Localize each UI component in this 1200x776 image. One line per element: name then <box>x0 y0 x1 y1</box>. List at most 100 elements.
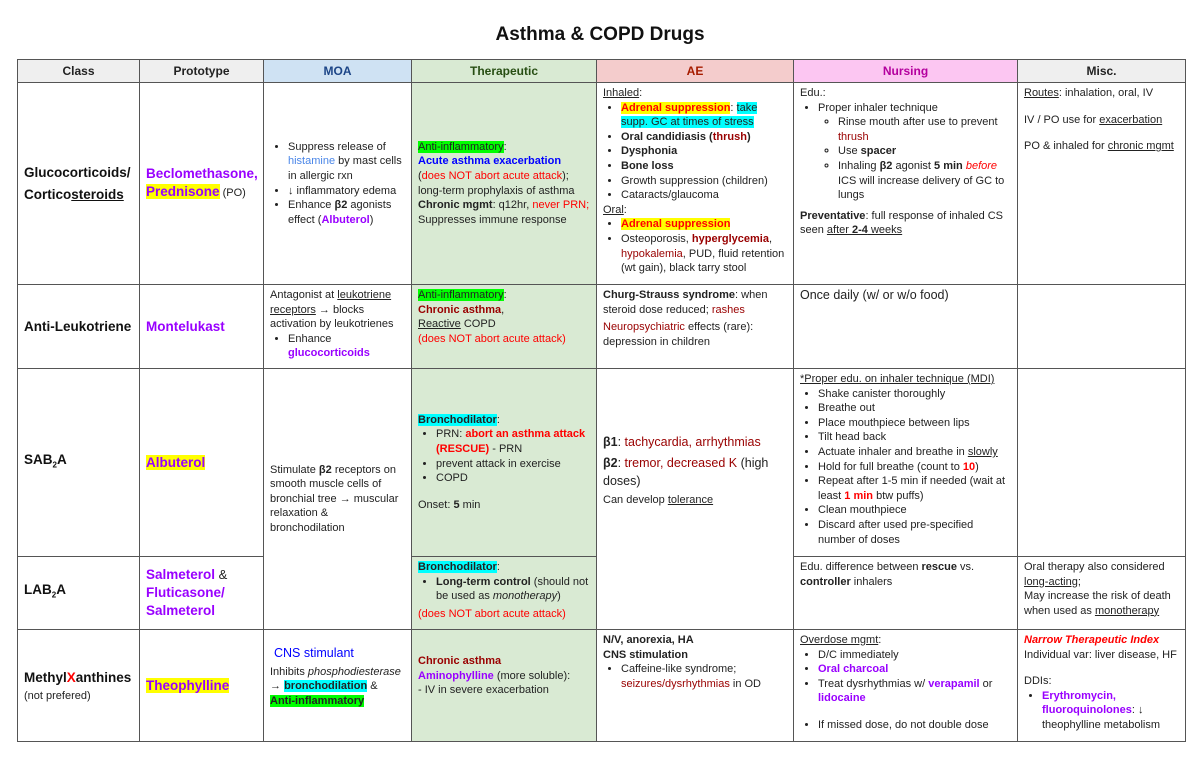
drug-table: Class Prototype MOA Therapeutic AE Nursi… <box>17 59 1186 742</box>
header-nursing: Nursing <box>793 59 1018 83</box>
prototype-cell: Theophylline <box>139 629 264 742</box>
class-name: Glucocorticoids/ <box>24 164 131 180</box>
class-name-underlined: steroids <box>71 186 124 202</box>
header-therapeutic: Therapeutic <box>411 59 597 83</box>
table-row-glucocorticoids: Glucocorticoids/ Corticosteroids Beclome… <box>17 82 1186 285</box>
list-item: Cataracts/glaucoma <box>621 188 787 203</box>
list-item: Tilt head back <box>818 430 1011 445</box>
class-cell: SAB2A <box>17 368 140 557</box>
list-item: Osteoporosis, hyperglycemia, hypokalemia… <box>621 232 787 276</box>
list-item: Oral charcoal <box>818 662 1011 677</box>
header-prototype: Prototype <box>139 59 264 83</box>
nursing-cell: Once daily (w/ or w/o food) <box>793 284 1018 369</box>
table-row-methylxanthines: MethylXanthines (not prefered) Theophyll… <box>17 629 1186 742</box>
class-name: Methyl <box>24 670 67 686</box>
badge-anti-inflammatory: Anti-inflammatory <box>418 289 504 301</box>
list-item: Discard after used pre-specified number … <box>818 518 1011 547</box>
list-item: COPD <box>436 471 590 486</box>
header-misc: Misc. <box>1017 59 1186 83</box>
therapeutic-cell: Bronchodilator: PRN: abort an asthma att… <box>411 368 597 557</box>
table-row-anti-leukotriene: Anti-Leukotriene Montelukast Antagonist … <box>17 284 1186 369</box>
route-note: (PO) <box>219 187 246 199</box>
ae-cell: β1: tachycardia, arrhythmias β2: tremor,… <box>596 368 794 630</box>
drug-theophylline: Theophylline <box>146 677 230 693</box>
list-item: Enhance β2 agonists effect (Albuterol) <box>288 198 405 227</box>
section-label: Inhaled <box>603 87 640 99</box>
list-item: Bone loss <box>621 159 787 174</box>
prototype-cell: Montelukast <box>139 284 264 369</box>
list-item: Growth suppression (children) <box>621 174 787 189</box>
list-item: Actuate inhaler and breathe in slowly <box>818 445 1011 460</box>
list-item: Enhance glucocorticoids <box>288 332 405 361</box>
prototype-cell: Beclomethasone, Prednisone (PO) <box>139 82 264 285</box>
drug-albuterol: Albuterol <box>146 454 206 470</box>
class-name: Anti-Leukotriene <box>24 318 132 334</box>
list-item: Long-term control (should not be used as… <box>436 575 590 604</box>
section-label: Oral <box>603 203 624 216</box>
misc-cell <box>1017 368 1186 557</box>
ae-cell: N/V, anorexia, HA CNS stimulation Caffei… <box>596 629 794 742</box>
warning-text: Narrow Therapeutic Index <box>1024 634 1160 646</box>
class-cell: LAB2A <box>17 556 140 630</box>
list-item: Place mouthpiece between lips <box>818 416 1011 431</box>
list-item: Repeat after 1-5 min if needed (wait at … <box>818 474 1011 503</box>
list-item: ↓ inflammatory edema <box>288 184 405 199</box>
section-label: DDIs: <box>1024 675 1052 688</box>
list-item: Suppress release of histamine by mast ce… <box>288 140 405 184</box>
nursing-cell: *Proper edu. on inhaler technique (MDI) … <box>793 368 1018 557</box>
nursing-cell: Edu.: Proper inhaler technique Rinse mou… <box>793 82 1018 285</box>
list-item: Erythromycin, fluoroquinolones: ↓ theoph… <box>1042 689 1179 733</box>
therapeutic-cell: Anti-inflammatory: Acute asthma exacerba… <box>411 82 597 285</box>
section-label: Edu.: <box>800 87 826 99</box>
list-item: Caffeine-like syndrome; seizures/dysrhyt… <box>621 662 787 691</box>
warning-text: (does NOT abort acute attack) <box>418 332 566 345</box>
moa-cell: CNS stimulant Inhibits phosphodiesterase… <box>263 629 412 742</box>
drug-montelukast: Montelukast <box>146 318 225 334</box>
list-item: Proper inhaler technique Rinse mouth aft… <box>818 101 1011 203</box>
drug-beclomethasone: Beclomethasone, <box>146 166 258 181</box>
warning-text: (does NOT abort acute attack) <box>418 607 566 620</box>
list-item: If missed dose, do not double dose <box>818 718 1011 733</box>
prototype-cell: Salmeterol & Fluticasone/ Salmeterol <box>139 556 264 630</box>
class-name-part: Cortico <box>24 186 72 202</box>
list-item: Oral candidiasis (thrush) <box>621 130 787 145</box>
table-row-laba: LAB2A Salmeterol & Fluticasone/ Salmeter… <box>17 556 1186 630</box>
badge-bronchodilator: Bronchodilator <box>418 561 497 573</box>
ae-cell: Inhaled: Adrenal suppression: take supp.… <box>596 82 794 285</box>
list-item: Shake canister thoroughly <box>818 387 1011 402</box>
text: Once daily (w/ or w/o food) <box>800 288 949 302</box>
drug-prednisone: Prednisone <box>146 184 220 199</box>
header-moa: MOA <box>263 59 412 83</box>
badge-anti-inflammatory: Anti-inflammatory <box>418 140 504 153</box>
therapeutic-cell: Chronic asthma Aminophylline (more solub… <box>411 629 597 742</box>
class-cell: Anti-Leukotriene <box>17 284 140 369</box>
drug-fluticasone-salmeterol: Fluticasone/ Salmeterol <box>146 585 225 618</box>
misc-cell: Narrow Therapeutic Index Individual var:… <box>1017 629 1186 742</box>
list-item: Rinse mouth after use to prevent thrush <box>838 115 1011 144</box>
list-item: Dysphonia <box>621 144 787 159</box>
badge-anti-inflammatory: Anti-inflammatory <box>270 694 365 707</box>
class-cell: MethylXanthines (not prefered) <box>17 629 140 742</box>
list-item: prevent attack in exercise <box>436 457 590 472</box>
drug-salmeterol: Salmeterol <box>146 567 216 582</box>
header-class: Class <box>17 59 140 83</box>
ae-cell: Churg-Strauss syndrome: when steroid dos… <box>596 284 794 369</box>
class-name: SAB <box>24 451 53 467</box>
text: Individual var: liver disease, HF <box>1024 648 1177 661</box>
list-item: Breathe out <box>818 401 1011 416</box>
prototype-cell: Albuterol <box>139 368 264 557</box>
therapeutic-cell: Bronchodilator: Long-term control (shoul… <box>411 556 597 630</box>
list-item: Inhaling β2 agonist 5 min before ICS wil… <box>838 159 1011 203</box>
moa-cell: Stimulate β2 receptors on smooth muscle … <box>263 368 412 630</box>
nursing-cell: Overdose mgmt: D/C immediately Oral char… <box>793 629 1018 742</box>
nursing-cell: Edu. difference between rescue vs. contr… <box>793 556 1018 630</box>
section-label: *Proper edu. on inhaler technique (MDI) <box>800 373 995 385</box>
misc-cell: Routes: inhalation, oral, IV IV / PO use… <box>1017 82 1186 285</box>
list-item: Treat dysrhythmias w/ verapamil or lidoc… <box>818 677 1011 706</box>
misc-cell: Oral therapy also considered long-acting… <box>1017 556 1186 630</box>
class-cell: Glucocorticoids/ Corticosteroids <box>17 82 140 285</box>
text: Suppresses immune response <box>418 213 567 226</box>
text: - IV in severe exacerbation <box>418 684 549 697</box>
moa-label: CNS stimulant <box>274 645 354 660</box>
header-ae: AE <box>596 59 794 83</box>
